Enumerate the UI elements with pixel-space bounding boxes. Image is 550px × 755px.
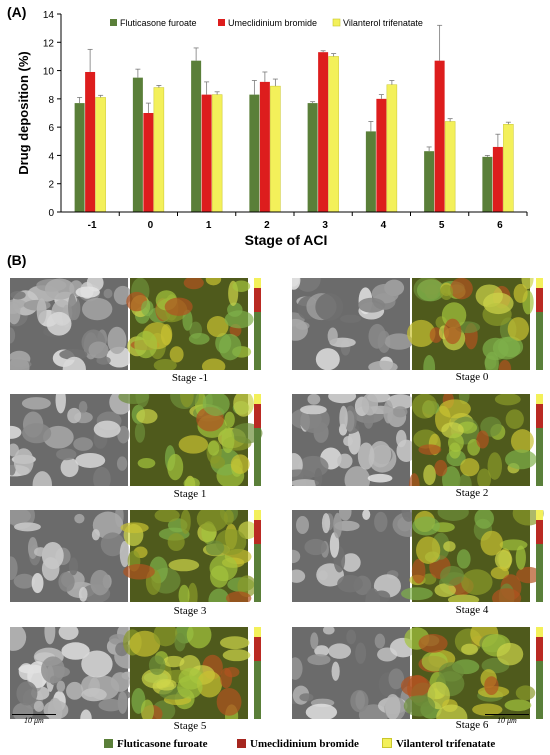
stage-caption: Stage 3 [173,605,207,617]
scale-bar-right [485,714,529,715]
micrograph-legend: Fluticasone furoate Umeclidinium bromide… [0,737,550,753]
bar [503,124,514,213]
legend-item-vilanterol: Vilanterol trifenatate [382,738,495,750]
bar [85,71,96,212]
legend-item-umeclidinium: Umeclidinium bromide [237,738,359,750]
x-axis-label: Stage of ACI [245,232,328,248]
micrograph-pair [278,620,550,731]
legend-label: Vilanterol trifenatate [396,738,496,750]
micrograph-pair [1,618,268,729]
stage-caption: Stage 1 [173,488,207,500]
error-bars-group [77,24,511,157]
panel-a-label: (A) [7,4,27,20]
bar [201,94,212,212]
micrograph-pair [283,386,550,498]
x-tick-label: 5 [439,220,445,231]
stage-caption: Stage -1 [171,372,209,384]
legend-label: Fluticasone furoate [120,18,197,28]
legend-swatch [110,19,117,26]
bar [191,60,202,212]
sem-eds-image [278,620,543,731]
bar [211,94,223,213]
micrograph-pair [279,266,550,380]
bars-group [74,52,514,213]
bar [424,151,435,212]
sem-eds-image [0,501,261,613]
legend-swatch [382,738,392,748]
legend-swatch [237,739,246,748]
micrograph-pair [284,499,550,615]
micrograph-pair [0,501,268,613]
x-tick-label: -1 [88,220,97,231]
bar [482,156,493,212]
legend-label: Fluticasone furoate [117,738,208,750]
x-tick-label: 0 [148,220,154,231]
sem-eds-image [0,273,261,382]
x-tick-label: 3 [322,220,328,231]
stage-caption: Stage 0 [455,371,489,383]
sem-eds-image [279,266,543,380]
legend-swatch [104,739,113,748]
micrograph-pair [0,382,268,499]
micrograph-pair [0,273,268,382]
x-tick-label: 1 [206,220,212,231]
legend-label: Umeclidinium bromide [228,18,317,28]
bar [318,52,329,212]
x-tick-label: 2 [264,220,270,231]
bar [492,146,503,212]
bar [270,85,281,213]
bar [143,113,154,212]
bar [376,98,387,212]
bar [444,121,456,213]
y-tick-label: 10 [43,67,55,78]
y-tick-label: 12 [43,38,55,49]
stage-caption: Stage 5 [173,720,207,732]
legend-label: Vilanterol trifenatate [343,18,423,28]
bar [328,56,339,213]
legend-swatch [332,18,341,27]
scale-bar-left [12,714,56,715]
y-tick-label: 2 [48,180,54,191]
sem-eds-image [283,386,543,498]
bar [153,87,165,213]
y-tick-label: 14 [43,10,55,21]
bar [365,131,376,212]
sem-eds-image [0,382,263,499]
bar [259,81,270,212]
x-tick-label: 4 [381,220,387,231]
y-tick-label: 6 [48,123,54,134]
sem-eds-image [284,499,544,615]
legend-item-fluticasone: Fluticasone furoate [104,738,208,750]
legend-swatch [218,19,225,26]
panel-b-label: (B) [7,252,27,268]
y-tick-label: 0 [48,208,54,219]
stage-caption: Stage 2 [455,487,489,499]
y-axis-label: Drug deposition (%) [16,51,31,175]
scale-label-left: 10 μm [24,716,44,725]
sem-eds-image [1,618,261,729]
bar [434,60,445,212]
bar [74,103,85,212]
bar [132,77,143,213]
y-tick-label: 4 [48,151,54,162]
bar [95,97,106,213]
legend-label: Umeclidinium bromide [250,738,359,750]
scale-label-right: 10 μm [497,716,517,725]
stage-caption: Stage 6 [455,719,489,731]
x-tick-label: 6 [497,220,503,231]
stage-caption: Stage 4 [455,604,489,616]
bar [307,103,318,212]
bar [386,84,398,213]
bar [249,94,260,212]
chart-legend: Fluticasone furoate Umeclidinium bromide V… [110,18,423,28]
y-tick-label: 8 [48,95,54,106]
